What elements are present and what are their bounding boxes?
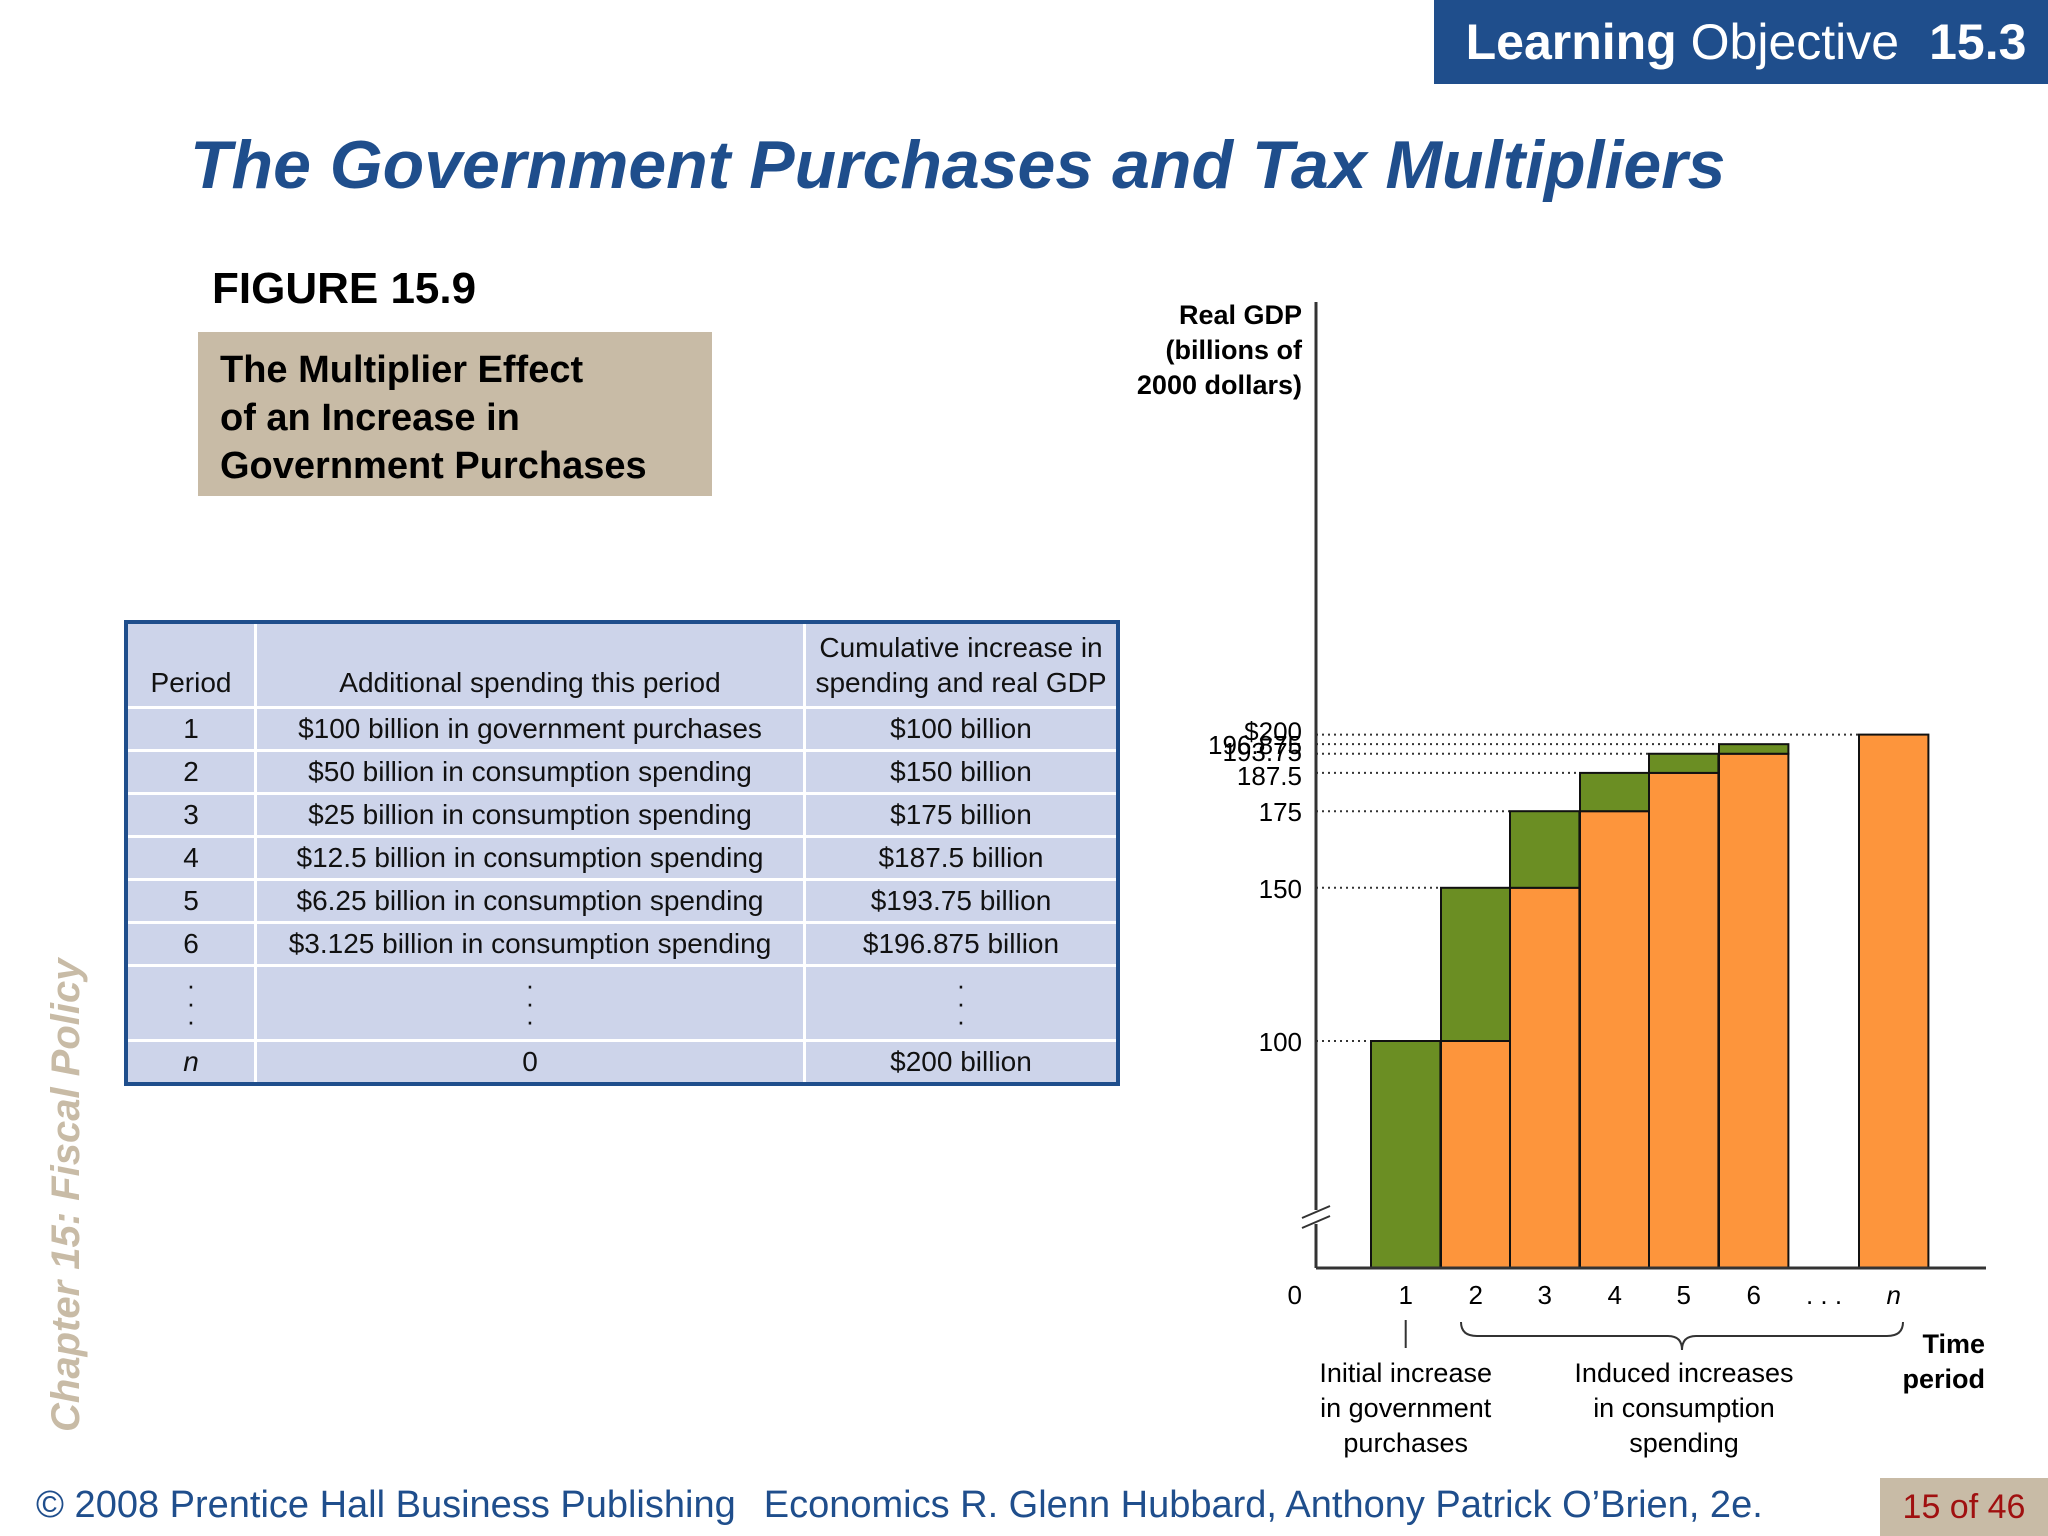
table-row: 5 $6.25 billion in consumption spending … [124, 878, 1120, 924]
footer-book: Economics R. Glenn Hubbard, Anthony Patr… [763, 1484, 1763, 1526]
figure-label: FIGURE 15.9 [212, 264, 477, 313]
bar-induced-consumption [1579, 810, 1651, 1269]
y-axis-title: 2000 dollars) [1137, 370, 1302, 400]
chart-axes [1301, 302, 1986, 1351]
cell-spending: $3.125 billion in consumption spending [254, 921, 806, 967]
x-tick-ellipsis: . . . [1806, 1280, 1842, 1310]
annotation-induced-increases: Induced increases [1574, 1358, 1793, 1388]
bar-increment-this-period [1718, 743, 1790, 755]
page-number: 15 of 46 [1880, 1478, 2048, 1536]
y-tick-label: 175 [1259, 797, 1302, 827]
bar-induced-consumption [1648, 771, 1720, 1270]
annotation-initial-increase: in government [1320, 1393, 1492, 1423]
table-row: 2 $50 billion in consumption spending $1… [124, 749, 1120, 795]
table-row: 4 $12.5 billion in consumption spending … [124, 835, 1120, 881]
bar-induced-consumption [1718, 752, 1790, 1269]
header-period: Period [124, 620, 257, 709]
badge-learning: Learning [1465, 14, 1677, 70]
chart-bars [1370, 733, 1930, 1270]
cell-spending: $6.25 billion in consumption spending [254, 878, 806, 924]
chart-gridlines [1316, 733, 1859, 1042]
bar-increment-this-period [1509, 810, 1581, 889]
badge-objective: Objective [1690, 14, 1900, 70]
table-row: 6 $3.125 billion in consumption spending… [124, 921, 1120, 967]
badge-number: 15.3 [1929, 14, 2027, 70]
y-tick-label: 187.5 [1237, 761, 1302, 791]
bar-increment-this-period [1648, 752, 1720, 774]
cell-period: n [124, 1039, 257, 1086]
x-tick-label: 6 [1746, 1280, 1760, 1310]
bar-induced-consumption [1440, 1040, 1512, 1269]
ellipsis-cell: · · · [124, 964, 257, 1042]
caption-line: of an Increase in [220, 397, 520, 439]
cell-spending: $100 billion in government purchases [254, 706, 806, 752]
cell-period: 1 [124, 706, 257, 752]
caption-line: Government Purchases [220, 445, 647, 487]
slide-footer: © 2008 Prentice Hall Business Publishing… [0, 1478, 2048, 1536]
header-cumulative-increase: Cumulative increase in spending and real… [803, 620, 1120, 709]
header-additional-spending: Additional spending this period [254, 620, 806, 709]
cell-spending: $12.5 billion in consumption spending [254, 835, 806, 881]
y-tick-label: 150 [1259, 874, 1302, 904]
annotation-initial-increase: purchases [1343, 1428, 1468, 1458]
ellipsis-cell: · · · [254, 964, 806, 1042]
table-row-final: n 0 $200 billion [124, 1039, 1120, 1086]
cell-spending: $50 billion in consumption spending [254, 749, 806, 795]
x-tick-label: 1 [1398, 1280, 1412, 1310]
cell-period: 2 [124, 749, 257, 795]
footer-copyright: © 2008 Prentice Hall Business Publishing [36, 1484, 736, 1526]
cell-period: 6 [124, 921, 257, 967]
axis-break-mark [1301, 1205, 1331, 1219]
table-row: 1 $100 billion in government purchases $… [124, 706, 1120, 752]
cell-cumulative: $100 billion [803, 706, 1120, 752]
cell-period: 4 [124, 835, 257, 881]
cell-period: 5 [124, 878, 257, 924]
y-tick-label: 196.875 [1208, 730, 1302, 760]
ellipsis-cell: · · · [803, 964, 1120, 1042]
cell-cumulative: $193.75 billion [803, 878, 1120, 924]
x-tick-label: 4 [1607, 1280, 1621, 1310]
cell-spending: $25 billion in consumption spending [254, 792, 806, 838]
x-tick-label: 2 [1468, 1280, 1482, 1310]
bar-induced-consumption [1509, 886, 1581, 1269]
table-ellipsis-row: · · · · · · · · · [124, 964, 1120, 1042]
y-tick-label: 193.75 [1222, 737, 1302, 767]
cell-cumulative: $200 billion [803, 1039, 1120, 1086]
table-header-row: Period Additional spending this period C… [124, 620, 1120, 709]
caption-line: The Multiplier Effect [220, 349, 584, 391]
multiplier-table: Period Additional spending this period C… [124, 620, 1120, 1086]
cell-cumulative: $187.5 billion [803, 835, 1120, 881]
annotation-induced-increases: in consumption [1593, 1393, 1775, 1423]
cell-cumulative: $175 billion [803, 792, 1120, 838]
bar-increment-this-period [1579, 771, 1651, 813]
axis-break-mark [1301, 1215, 1331, 1229]
cell-spending: 0 [254, 1039, 806, 1086]
learning-objective-badge: Learning Objective 15.3 [1434, 0, 2048, 84]
table-row: 3 $25 billion in consumption spending $1… [124, 792, 1120, 838]
footer-text: © 2008 Prentice Hall Business Publishing… [36, 1484, 1791, 1527]
x-axis-title: Time [1922, 1329, 1985, 1359]
y-tick-label: $200 [1244, 717, 1302, 747]
y-tick-label: 0 [1288, 1280, 1302, 1310]
annotation-initial-increase: Initial increase [1319, 1358, 1492, 1388]
induced-brace [1460, 1321, 1904, 1351]
y-axis-title: Real GDP [1179, 300, 1302, 330]
bar-induced-consumption [1858, 733, 1930, 1269]
bar-increment-this-period [1440, 886, 1512, 1042]
figure-caption: The Multiplier Effect of an Increase in … [198, 332, 712, 496]
cell-period: 3 [124, 792, 257, 838]
annotation-induced-increases: spending [1629, 1428, 1739, 1458]
x-tick-label: 5 [1676, 1280, 1690, 1310]
bar-increment-this-period [1370, 1040, 1442, 1269]
x-tick-label: 3 [1537, 1280, 1551, 1310]
y-axis-title: (billions of [1166, 335, 1303, 365]
x-tick-label: n [1886, 1280, 1900, 1310]
x-axis-title: period [1902, 1364, 1985, 1394]
slide-title: The Government Purchases and Tax Multipl… [190, 127, 1726, 203]
cell-cumulative: $196.875 billion [803, 921, 1120, 967]
y-tick-label: 100 [1259, 1027, 1302, 1057]
cell-cumulative: $150 billion [803, 749, 1120, 795]
